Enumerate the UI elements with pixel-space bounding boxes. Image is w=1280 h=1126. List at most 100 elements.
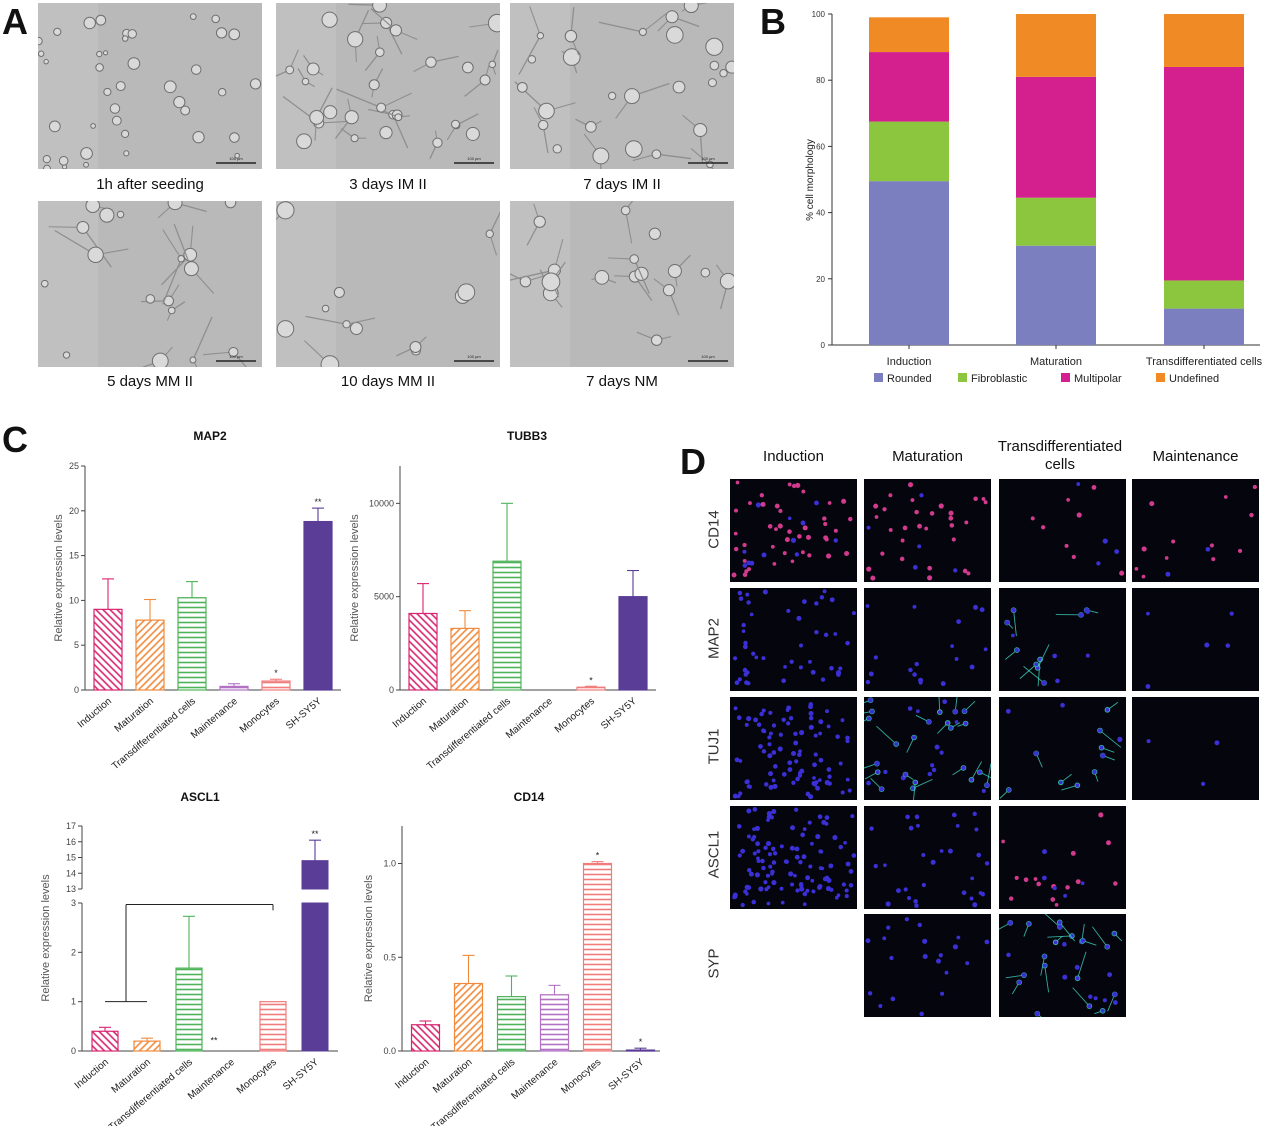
if-nucleus: [823, 521, 828, 527]
if-nucleus: [955, 824, 960, 828]
if-nucleus: [952, 944, 958, 950]
cell-body: [38, 36, 43, 46]
if-nucleus: [951, 537, 956, 542]
if-nucleus: [742, 558, 747, 563]
cell-body: [379, 125, 393, 140]
cell-body: [95, 14, 107, 26]
if-nucleus: [883, 863, 887, 868]
if-nucleus: [840, 790, 845, 795]
cell-body: [215, 27, 228, 39]
if-nucleus: [807, 820, 812, 825]
if-nucleus: [838, 666, 843, 671]
x-tick-label: Monocytes: [553, 696, 597, 736]
expression-bar: [576, 686, 606, 691]
if-nucleus: [752, 834, 757, 840]
if-nucleus: [789, 845, 795, 851]
if-background: [999, 914, 1126, 1017]
if-nucleus: [746, 716, 752, 722]
if-background: [864, 697, 991, 800]
if-nucleus: [767, 852, 773, 857]
if-nucleus: [787, 516, 792, 521]
if-nucleus: [873, 503, 879, 509]
if-nucleus: [867, 991, 873, 996]
if-nucleus: [869, 826, 874, 831]
if-nucleus: [747, 868, 752, 873]
cell-body: [375, 47, 385, 58]
expression-bar: [539, 994, 570, 1052]
y-tick-label: 15: [66, 853, 76, 863]
if-nucleus: [833, 528, 838, 533]
if-nucleus: [1105, 708, 1110, 712]
if-nucleus: [741, 622, 746, 628]
if-nucleus: [1006, 952, 1011, 958]
if-process: [1005, 974, 1025, 979]
if-nucleus: [822, 589, 827, 594]
expression-bar: [135, 619, 165, 691]
if-column-header: Maturation: [892, 448, 963, 465]
cell-body: [43, 164, 51, 169]
if-nucleus: [844, 550, 850, 557]
cell-body: [192, 131, 205, 144]
if-image: [864, 697, 991, 800]
if-process: [1077, 951, 1087, 979]
x-tick-label: Maturation: [110, 1057, 153, 1096]
cell-body: [709, 60, 720, 71]
if-process: [1037, 1013, 1042, 1017]
if-nucleus: [1107, 972, 1113, 978]
cell-body: [276, 201, 295, 220]
if-nucleus: [774, 503, 780, 509]
if-nucleus: [768, 771, 774, 777]
cell-body: [629, 254, 639, 264]
if-nucleus: [833, 632, 838, 636]
if-nucleus: [1055, 678, 1060, 684]
if-nucleus: [1119, 570, 1125, 576]
if-nucleus: [734, 508, 738, 513]
if-process: [1047, 935, 1072, 938]
if-process: [913, 782, 916, 800]
if-nucleus: [972, 902, 978, 908]
if-process: [1019, 664, 1037, 679]
if-nucleus: [914, 509, 919, 515]
cell-body: [85, 201, 101, 214]
neurite: [518, 35, 541, 75]
if-nucleus: [746, 681, 751, 686]
expression-bar: [301, 860, 329, 890]
if-nucleus: [1214, 740, 1220, 746]
if-process: [864, 763, 878, 769]
if-nucleus: [1100, 752, 1106, 759]
if-nucleus: [1085, 653, 1090, 658]
cell-body: [451, 119, 460, 129]
if-nucleus: [918, 680, 923, 685]
chart-cd14: CD14 Relative expression levels 0.0 0.5 1.0 I…: [363, 790, 660, 1126]
if-nucleus: [761, 708, 766, 713]
if-column-header: Induction: [763, 448, 824, 465]
if-nucleus: [752, 827, 756, 831]
if-nucleus: [763, 845, 768, 851]
if-nucleus: [1093, 996, 1098, 1001]
chart-title: TUBB3: [507, 429, 547, 443]
if-nucleus: [927, 575, 933, 581]
cell-body: [488, 60, 497, 69]
bar-segment: [1016, 197, 1096, 246]
if-nucleus: [828, 863, 834, 869]
bar-segment: [1016, 245, 1096, 345]
expression-bar: [301, 902, 329, 1052]
if-nucleus: [758, 744, 763, 749]
if-nucleus: [865, 938, 871, 944]
if-process: [1092, 926, 1108, 947]
if-nucleus: [802, 599, 807, 604]
if-nucleus: [746, 784, 751, 789]
if-process: [1072, 987, 1090, 1007]
panel-label-c: C: [2, 419, 28, 460]
y-tick-label: 0.0: [383, 1046, 396, 1056]
if-process: [1023, 666, 1045, 684]
if-nucleus: [800, 520, 806, 526]
neurite: [489, 211, 500, 235]
if-nucleus: [1237, 548, 1243, 554]
if-nucleus: [1096, 561, 1101, 566]
if-nucleus: [1041, 875, 1047, 881]
cell-body: [349, 321, 363, 335]
y-axis-label: Relative expression levels: [40, 874, 52, 1002]
expression-bar: [582, 862, 613, 1052]
if-nucleus: [931, 767, 937, 773]
